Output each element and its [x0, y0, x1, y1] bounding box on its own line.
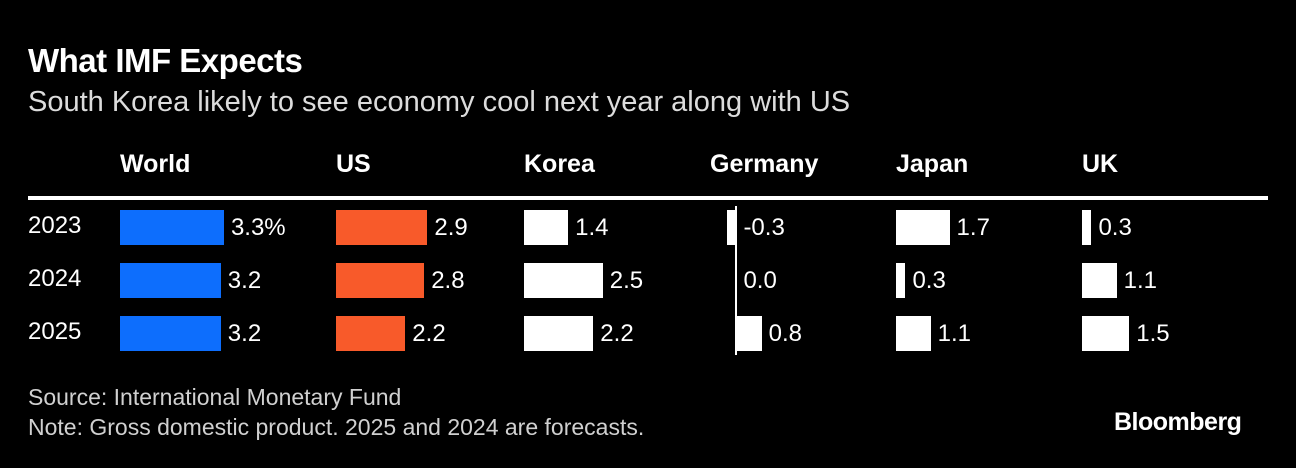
bar-japan-2024 — [896, 263, 906, 298]
bar-uk-2025 — [1082, 316, 1130, 351]
value-label: 3.2 — [227, 267, 262, 294]
value-label: 2.9 — [434, 214, 468, 241]
bar-germany-2023 — [727, 210, 737, 245]
year-label: 2025 — [28, 318, 82, 345]
year-label: 2024 — [28, 265, 82, 292]
footnote: Note: Gross domestic product. 2025 and 2… — [28, 414, 645, 440]
value-label: 1.1 — [1123, 267, 1158, 294]
value-label: 2.2 — [600, 320, 634, 347]
column-header-korea: Korea — [524, 150, 595, 178]
bar-korea-2023 — [524, 210, 569, 245]
bar-germany-2025 — [736, 316, 762, 351]
bar-us-2023 — [336, 210, 428, 245]
column-header-japan: Japan — [896, 150, 969, 178]
bar-world-2024 — [120, 263, 221, 298]
column-header-uk: UK — [1082, 150, 1119, 178]
value-label: 0.3 — [912, 267, 946, 294]
header-rule — [28, 196, 1268, 200]
value-label: 2.8 — [431, 267, 465, 294]
bar-korea-2024 — [524, 263, 603, 298]
bar-us-2024 — [336, 263, 425, 298]
value-label: 2.2 — [412, 320, 446, 347]
value-label: 1.1 — [937, 320, 972, 347]
column-header-us: US — [336, 150, 371, 178]
chart-subtitle: South Korea likely to see economy cool n… — [28, 86, 851, 118]
column-header-germany: Germany — [710, 150, 819, 178]
bar-uk-2023 — [1082, 210, 1092, 245]
value-label: 1.7 — [956, 214, 990, 241]
bar-korea-2025 — [524, 316, 594, 351]
bar-world-2023 — [120, 210, 224, 245]
value-label: 2.5 — [609, 267, 644, 294]
value-label: 3.2 — [227, 320, 262, 347]
value-label: -0.3 — [743, 214, 785, 241]
bloomberg-logo: Bloomberg — [1114, 408, 1242, 436]
bar-uk-2024 — [1082, 263, 1117, 298]
value-label: 0.8 — [768, 320, 803, 347]
bar-japan-2023 — [896, 210, 950, 245]
value-label: 1.4 — [575, 214, 609, 241]
value-label: 3.3% — [230, 214, 286, 241]
value-label: 1.5 — [1136, 320, 1170, 347]
source-note: Source: International Monetary Fund — [28, 384, 402, 410]
chart-title: What IMF Expects — [28, 42, 303, 79]
year-label: 2023 — [28, 212, 82, 239]
value-label: 0.0 — [743, 267, 777, 294]
bar-japan-2025 — [896, 316, 931, 351]
zero-axis — [735, 206, 738, 355]
bar-us-2025 — [336, 316, 406, 351]
value-label: 0.3 — [1098, 214, 1132, 241]
bar-world-2025 — [120, 316, 221, 351]
column-header-world: World — [120, 150, 191, 178]
